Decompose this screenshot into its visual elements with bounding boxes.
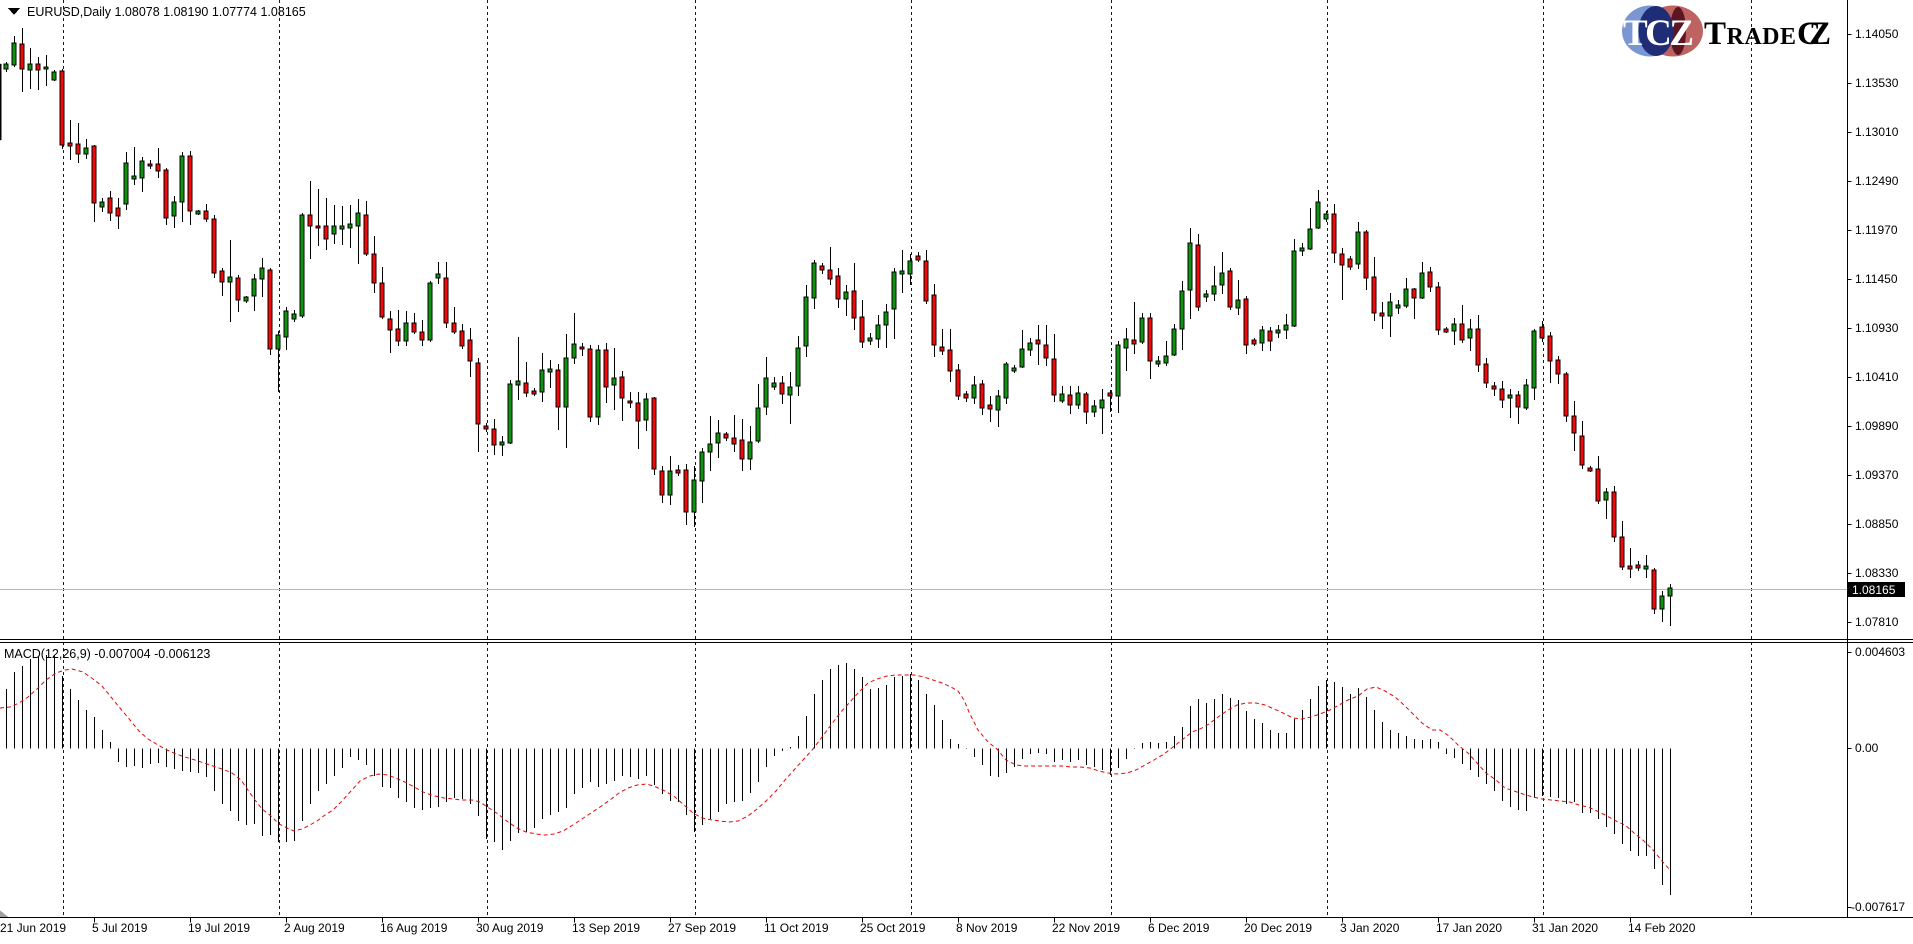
svg-text:1.10930: 1.10930 — [1855, 321, 1899, 335]
svg-text:20 Dec 2019: 20 Dec 2019 — [1244, 921, 1312, 935]
svg-text:1.13010: 1.13010 — [1855, 125, 1899, 139]
svg-text:1.09890: 1.09890 — [1855, 419, 1899, 433]
svg-text:3 Jan 2020: 3 Jan 2020 — [1340, 921, 1400, 935]
svg-text:0.00: 0.00 — [1855, 741, 1879, 755]
svg-text:1.10410: 1.10410 — [1855, 370, 1899, 384]
svg-text:8 Nov 2019: 8 Nov 2019 — [956, 921, 1018, 935]
svg-text:13 Sep 2019: 13 Sep 2019 — [572, 921, 640, 935]
svg-text:22 Nov 2019: 22 Nov 2019 — [1052, 921, 1120, 935]
svg-text:CZ: CZ — [1797, 16, 1831, 52]
svg-text:1.08165: 1.08165 — [1852, 583, 1896, 597]
svg-text:2 Aug 2019: 2 Aug 2019 — [284, 921, 345, 935]
svg-text:1.08330: 1.08330 — [1855, 566, 1899, 580]
svg-text:MACD(12,26,9) -0.007004 -0.006: MACD(12,26,9) -0.007004 -0.006123 — [4, 647, 210, 661]
svg-text:17 Jan 2020: 17 Jan 2020 — [1436, 921, 1502, 935]
svg-text:30 Aug 2019: 30 Aug 2019 — [476, 921, 544, 935]
svg-text:1.09370: 1.09370 — [1855, 468, 1899, 482]
svg-text:-0.007617: -0.007617 — [1851, 900, 1905, 914]
svg-text:1.08850: 1.08850 — [1855, 517, 1899, 531]
svg-text:5 Jul 2019: 5 Jul 2019 — [92, 921, 148, 935]
svg-text:1.11450: 1.11450 — [1855, 272, 1898, 286]
svg-text:27 Sep 2019: 27 Sep 2019 — [668, 921, 736, 935]
svg-text:TRADE: TRADE — [1704, 16, 1796, 52]
svg-text:1.12490: 1.12490 — [1855, 174, 1899, 188]
svg-text:1.13530: 1.13530 — [1855, 76, 1899, 90]
svg-text:1.07810: 1.07810 — [1855, 615, 1899, 629]
svg-text:19 Jul 2019: 19 Jul 2019 — [188, 921, 250, 935]
svg-text:21 Jun 2019: 21 Jun 2019 — [0, 921, 66, 935]
svg-text:6 Dec 2019: 6 Dec 2019 — [1148, 921, 1210, 935]
svg-text:EURUSD,Daily 1.08078 1.08190: EURUSD,Daily 1.08078 1.08190 1.07774 1.0… — [27, 5, 306, 19]
svg-text:0.004603: 0.004603 — [1855, 645, 1905, 659]
svg-text:31 Jan 2020: 31 Jan 2020 — [1532, 921, 1598, 935]
svg-text:16 Aug 2019: 16 Aug 2019 — [380, 921, 448, 935]
svg-text:TCZ: TCZ — [1623, 13, 1694, 54]
svg-text:11 Oct 2019: 11 Oct 2019 — [764, 921, 829, 935]
svg-text:1.11970: 1.11970 — [1855, 223, 1898, 237]
svg-text:25 Oct 2019: 25 Oct 2019 — [860, 921, 926, 935]
svg-text:1.14050: 1.14050 — [1855, 27, 1899, 41]
svg-text:14 Feb 2020: 14 Feb 2020 — [1628, 921, 1696, 935]
